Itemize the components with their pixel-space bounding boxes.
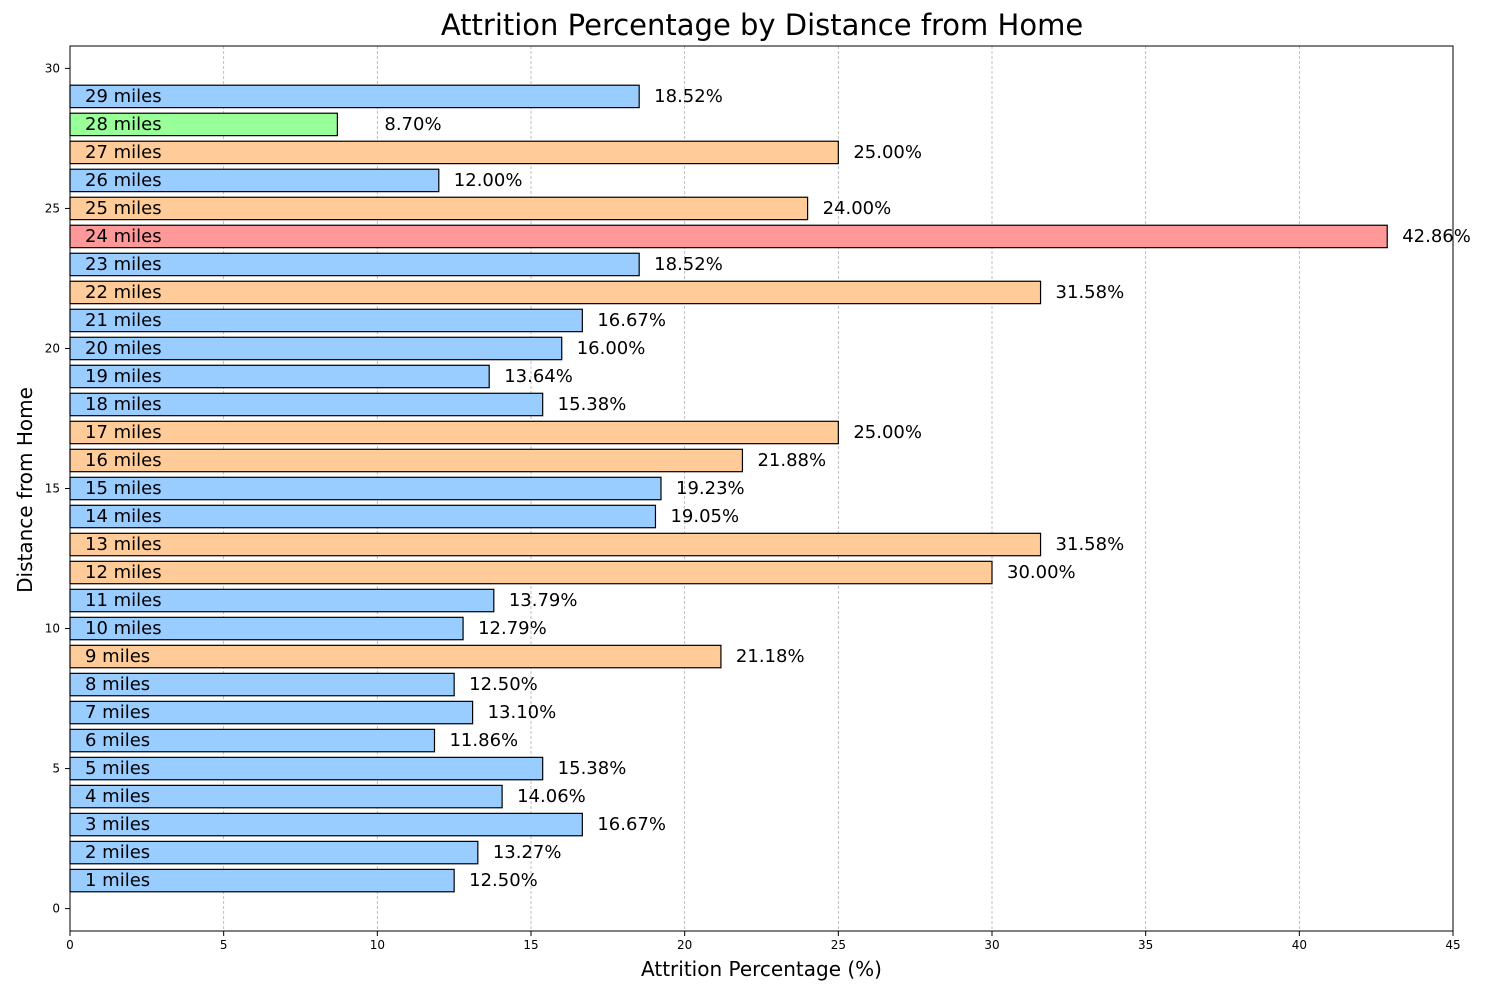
bar-value-label: 15.38% [558, 394, 627, 415]
y-tick-label: 10 [45, 622, 60, 636]
bar-value-label: 15.38% [558, 758, 627, 779]
bar-category-label: 4 miles [85, 786, 150, 807]
x-tick-label: 20 [677, 938, 692, 952]
bar-category-label: 20 miles [85, 338, 162, 359]
bar-value-label: 14.06% [517, 786, 586, 807]
bar-category-label: 26 miles [85, 170, 162, 191]
bar [69, 532, 1042, 557]
bar-category-label: 28 miles [85, 114, 162, 135]
bar [69, 224, 1388, 249]
bar-value-label: 42.86% [1402, 226, 1471, 247]
bar-value-label: 31.58% [1056, 282, 1125, 303]
bar-category-label: 6 miles [85, 730, 150, 751]
y-tick-label: 0 [52, 902, 60, 916]
bar-category-label: 27 miles [85, 142, 162, 163]
bar-value-label: 31.58% [1056, 534, 1125, 555]
bar [69, 644, 722, 669]
bar-value-label: 18.52% [654, 86, 723, 107]
bar-value-label: 18.52% [654, 254, 723, 275]
bar-category-label: 17 miles [85, 422, 162, 443]
x-tick-label: 0 [66, 938, 74, 952]
bar [69, 560, 993, 585]
bar-category-label: 21 miles [85, 310, 162, 331]
bar [69, 420, 839, 445]
bar-value-label: 25.00% [853, 422, 922, 443]
x-axis-label: Attrition Percentage (%) [641, 957, 882, 981]
bar-category-label: 10 miles [85, 618, 162, 639]
bar-value-label: 12.50% [469, 674, 538, 695]
bar-value-label: 19.23% [676, 478, 745, 499]
bar-value-label: 21.18% [736, 646, 805, 667]
bar [69, 280, 1042, 305]
bar-category-label: 24 miles [85, 226, 162, 247]
bar-value-label: 30.00% [1007, 562, 1076, 583]
bar-category-label: 9 miles [85, 646, 150, 667]
bar-category-label: 14 miles [85, 506, 162, 527]
bar-value-label: 24.00% [823, 198, 892, 219]
y-tick-label: 25 [45, 201, 60, 215]
x-tick-label: 5 [220, 938, 228, 952]
bar-value-label: 12.00% [454, 170, 523, 191]
bar-value-label: 12.79% [478, 618, 547, 639]
bar-value-label: 16.67% [597, 310, 666, 331]
bar-category-label: 1 miles [85, 870, 150, 891]
bar-value-label: 13.10% [488, 702, 557, 723]
bar-category-label: 2 miles [85, 842, 150, 863]
bar-category-label: 25 miles [85, 198, 162, 219]
x-tick-label: 30 [984, 938, 999, 952]
chart-title: Attrition Percentage by Distance from Ho… [440, 8, 1084, 42]
x-tick-label: 25 [831, 938, 846, 952]
bar-category-label: 16 miles [85, 450, 162, 471]
bar-value-label: 25.00% [853, 142, 922, 163]
bar-value-label: 8.70% [384, 114, 441, 135]
bar-category-label: 22 miles [85, 282, 162, 303]
bar [69, 140, 839, 165]
bar-value-label: 19.05% [670, 506, 739, 527]
x-tick-label: 35 [1138, 938, 1153, 952]
x-tick-label: 15 [523, 938, 538, 952]
x-tick-label: 40 [1292, 938, 1307, 952]
bar-category-label: 3 miles [85, 814, 150, 835]
y-tick-label: 5 [52, 762, 60, 776]
bar-value-label: 21.88% [757, 450, 826, 471]
bar-category-label: 18 miles [85, 394, 162, 415]
y-tick-label: 20 [45, 341, 60, 355]
bar-value-label: 12.50% [469, 870, 538, 891]
bar-category-label: 7 miles [85, 702, 150, 723]
bar-value-label: 13.64% [504, 366, 573, 387]
bar-category-label: 19 miles [85, 366, 162, 387]
bar-category-label: 8 miles [85, 674, 150, 695]
bar [69, 448, 744, 473]
x-tick-label: 10 [370, 938, 385, 952]
bar [69, 196, 809, 221]
bar-category-label: 15 miles [85, 478, 162, 499]
bar-category-label: 29 miles [85, 86, 162, 107]
bar-value-label: 13.27% [493, 842, 562, 863]
bar-value-label: 11.86% [449, 730, 518, 751]
bar-value-label: 16.67% [597, 814, 666, 835]
bar-category-label: 12 miles [85, 562, 162, 583]
bar-value-label: 16.00% [577, 338, 646, 359]
bar-value-label: 13.79% [509, 590, 578, 611]
y-tick-label: 15 [45, 482, 60, 496]
bar-category-label: 13 miles [85, 534, 162, 555]
bar-category-label: 5 miles [85, 758, 150, 779]
y-tick-label: 30 [45, 61, 60, 75]
bar-category-label: 23 miles [85, 254, 162, 275]
y-axis-label: Distance from Home [13, 387, 37, 593]
bar-category-label: 11 miles [85, 590, 162, 611]
x-tick-label: 45 [1445, 938, 1460, 952]
